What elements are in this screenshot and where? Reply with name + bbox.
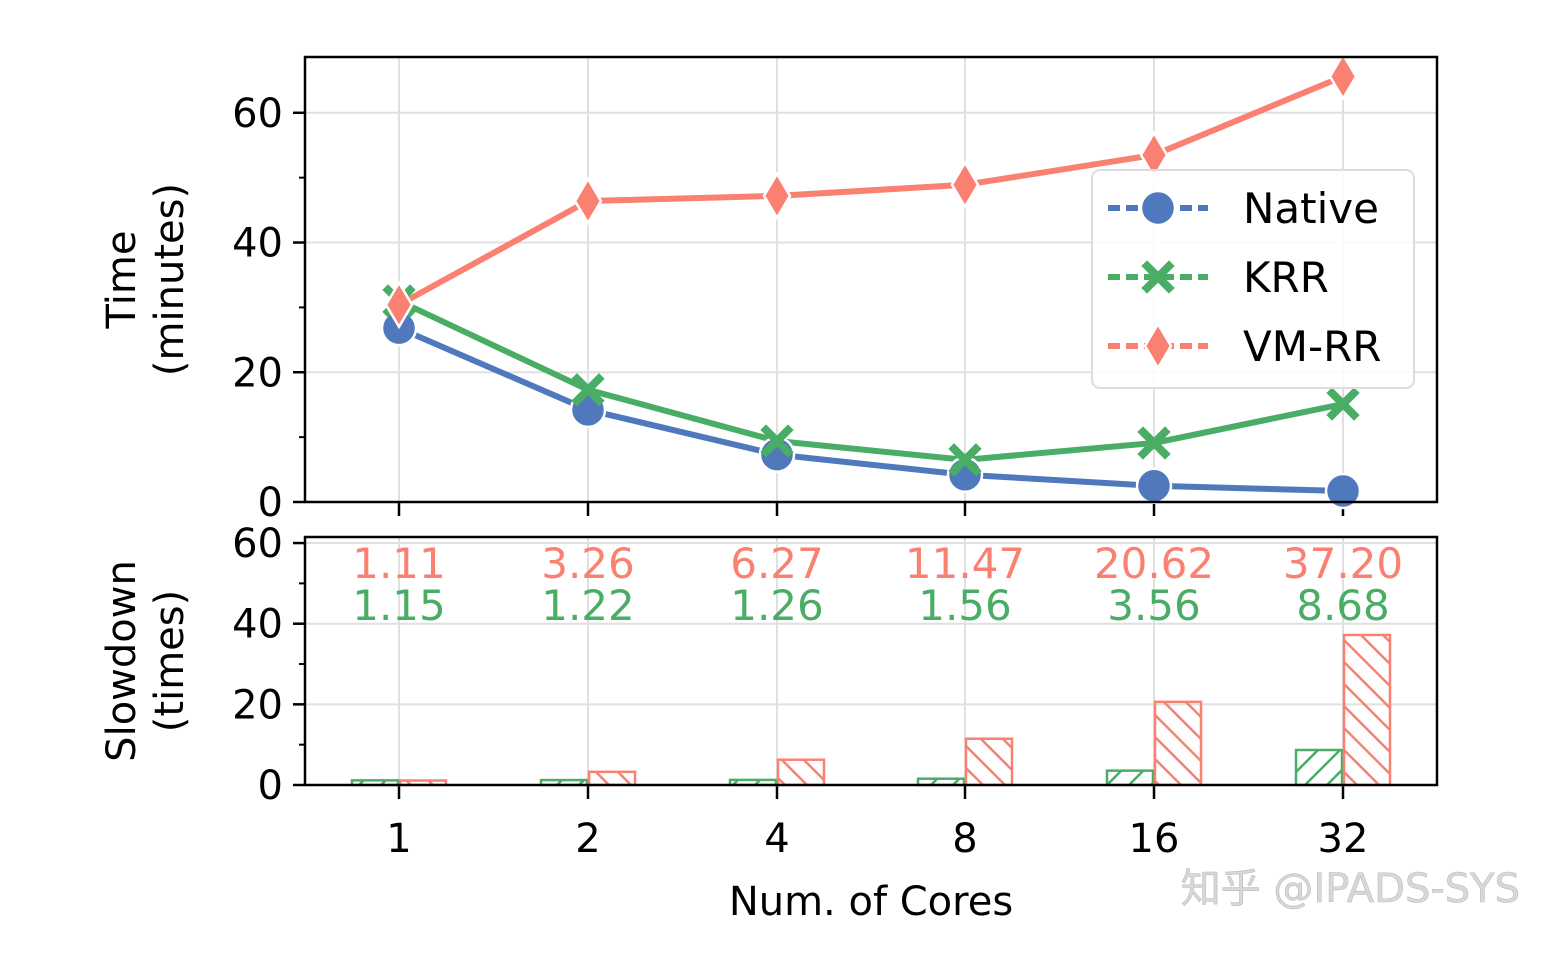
legend: Native KRR VM-RR	[1091, 169, 1415, 389]
data-point-vm-rr	[762, 171, 792, 221]
data-point-krr	[948, 443, 982, 477]
data-label-krr: 1.56	[918, 581, 1012, 630]
legend-marker	[1139, 189, 1177, 227]
plot-frame	[303, 535, 1439, 787]
y-tick-label: 60	[232, 91, 283, 137]
legend-marker	[1141, 260, 1175, 294]
data-label-krr: 1.22	[541, 581, 635, 630]
data-point-krr	[760, 424, 794, 458]
data-label-vm-rr: 11.47	[905, 539, 1025, 588]
data-point-vm-rr	[1328, 52, 1358, 101]
legend-marker	[1143, 321, 1173, 371]
y-tick-label: 60	[232, 521, 283, 567]
legend-box	[1091, 169, 1415, 389]
y-tick-label: 20	[232, 682, 283, 728]
x-tick-label: 32	[1318, 816, 1369, 862]
x-tick-label: 4	[764, 816, 789, 862]
x-axis-label: Num. of Cores	[729, 879, 1013, 925]
x-tick-label: 16	[1129, 816, 1180, 862]
y-axis-label: Time(minutes)	[99, 183, 193, 376]
data-label-vm-rr: 20.62	[1094, 539, 1214, 588]
x-tick-label: 1	[386, 816, 411, 862]
data-point-vm-rr	[573, 176, 603, 226]
y-tick-label: 0	[258, 480, 283, 526]
data-point-krr	[571, 373, 605, 407]
legend-label: VM-RR	[1243, 322, 1382, 371]
series-line-vm-rr	[397, 73, 1345, 308]
plot-frame	[303, 55, 1439, 504]
data-label-vm-rr: 3.26	[541, 539, 635, 588]
data-point-vm-rr	[384, 280, 414, 330]
y-tick-label: 0	[258, 763, 283, 809]
series-line-krr	[397, 298, 1344, 463]
y-tick-label: 40	[232, 221, 283, 267]
bar-vm-rr	[964, 737, 1014, 787]
data-point-native	[1324, 472, 1362, 510]
data-point-vm-rr	[950, 160, 980, 210]
y-tick-label: 40	[232, 602, 283, 648]
data-label-krr: 8.68	[1296, 581, 1390, 630]
bar-vm-rr	[1342, 633, 1392, 787]
y-axis-label: Slowdown(times)	[99, 560, 193, 762]
data-label-vm-rr: 37.20	[1283, 539, 1403, 588]
x-tick-label: 8	[952, 816, 977, 862]
data-label-krr: 1.26	[730, 581, 824, 630]
legend-label: Native	[1243, 184, 1379, 233]
data-label-krr: 1.15	[352, 581, 446, 630]
bar-vm-rr	[1153, 700, 1203, 787]
bar-krr	[1105, 769, 1155, 787]
bar-krr	[1294, 748, 1344, 787]
slowdown-panel: 0 20 40 60 Slowdown(times) 1.11 3.26 6.27 11.47 2…	[99, 521, 1439, 925]
y-tick-label: 20	[232, 350, 283, 396]
data-label-vm-rr: 1.11	[352, 539, 446, 588]
time-panel: 0 20 40 60 Time(minutes) Native KRR VM-RR	[99, 52, 1439, 526]
x-tick-label: 2	[575, 816, 600, 862]
series-line-native	[397, 325, 1344, 494]
legend-label: KRR	[1243, 253, 1329, 302]
data-point-krr	[1137, 426, 1171, 460]
data-point-krr	[1326, 387, 1360, 421]
data-point-native	[1135, 467, 1173, 505]
bar-vm-rr	[776, 758, 826, 787]
bar-vm-rr	[587, 770, 637, 787]
watermark: 知乎 @IPADS-SYS	[1181, 866, 1520, 912]
data-label-krr: 3.56	[1107, 581, 1201, 630]
data-label-vm-rr: 6.27	[730, 539, 824, 588]
